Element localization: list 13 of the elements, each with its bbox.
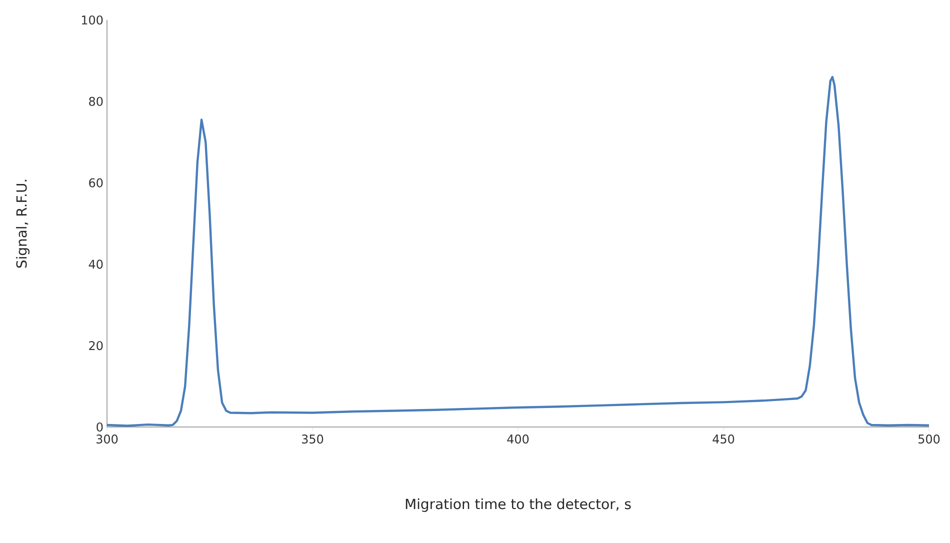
- y-tick-label: 0: [96, 422, 103, 432]
- x-tick-label: 300: [96, 434, 118, 444]
- y-tick-label: 80: [89, 96, 103, 106]
- y-tick-label: 60: [89, 178, 103, 188]
- y-tick-label: 20: [89, 341, 103, 350]
- y-axis-title: Signal, R.F.U.: [16, 180, 30, 268]
- x-tick-label: 450: [712, 434, 734, 444]
- y-tick-label: 40: [88, 260, 103, 269]
- x-axis-title: Migration time to the detector, s: [406, 498, 631, 512]
- x-tick-label: 500: [918, 434, 940, 444]
- x-tick-label: 400: [507, 434, 529, 444]
- y-tick-label: 100: [82, 15, 103, 25]
- x-tick-label: 350: [302, 434, 324, 444]
